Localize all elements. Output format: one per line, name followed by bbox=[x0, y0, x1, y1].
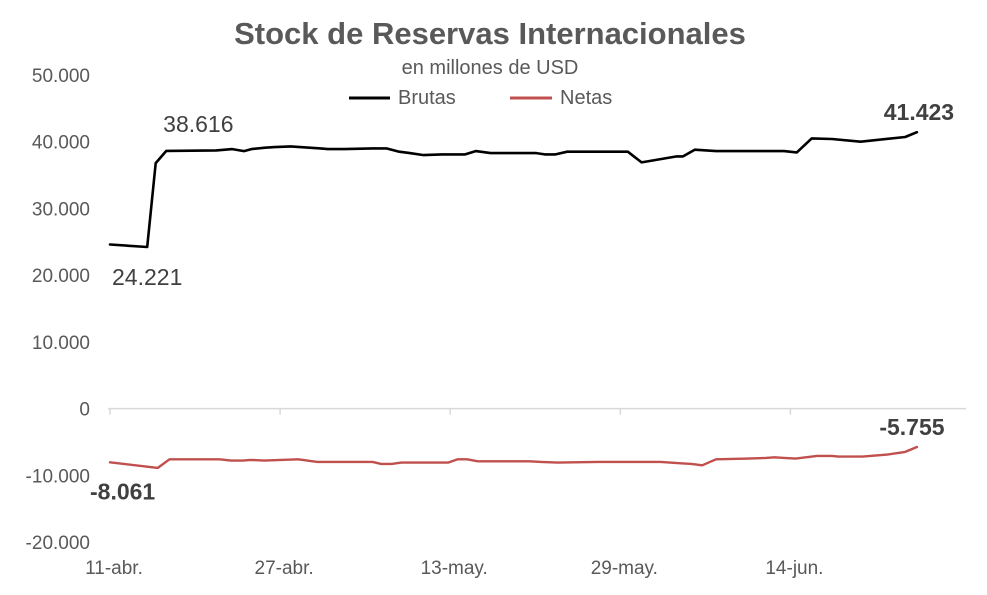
y-tick-label: -10.000 bbox=[26, 466, 90, 487]
data-label: -8.061 bbox=[90, 478, 155, 504]
x-tick-label: 13-may. bbox=[421, 558, 488, 579]
y-tick-label: 20.000 bbox=[32, 266, 90, 287]
legend-label-brutas: Brutas bbox=[398, 87, 456, 109]
data-label: 24.221 bbox=[112, 264, 182, 290]
x-tick-label: 27-abr. bbox=[255, 558, 314, 579]
y-tick-label: 30.000 bbox=[32, 199, 90, 220]
data-label: 41.423 bbox=[884, 99, 954, 125]
y-axis: 50.000 40.000 30.000 20.000 10.000 0 -10.000 -2… bbox=[26, 66, 90, 554]
y-tick-label: 40.000 bbox=[32, 133, 90, 154]
series-line-netas bbox=[108, 445, 919, 470]
legend: Brutas Netas bbox=[349, 87, 612, 109]
y-tick-label: 0 bbox=[79, 400, 90, 421]
series-line-brutas bbox=[108, 130, 919, 249]
x-tick-label: 11-abr. bbox=[85, 558, 143, 579]
legend-label-netas: Netas bbox=[560, 87, 612, 109]
x-tick-label: 29-may. bbox=[591, 558, 658, 579]
y-tick-label: 10.000 bbox=[32, 333, 90, 354]
x-tick-label: 14-jun. bbox=[765, 558, 823, 579]
data-label: 38.616 bbox=[163, 111, 233, 137]
y-tick-label: 50.000 bbox=[32, 66, 90, 87]
series-layer bbox=[108, 130, 919, 470]
x-axis: 11-abr. 27-abr. 13-may. 29-may. 14-jun. bbox=[85, 407, 966, 579]
annotation-layer: 24.221 38.616 41.423 -8.061 -5.755 bbox=[90, 99, 954, 504]
chart-subtitle: en millones de USD bbox=[402, 57, 579, 79]
data-label: -5.755 bbox=[879, 414, 944, 440]
y-tick-label: -20.000 bbox=[26, 533, 90, 554]
chart-title: Stock de Reservas Internacionales bbox=[234, 16, 746, 51]
